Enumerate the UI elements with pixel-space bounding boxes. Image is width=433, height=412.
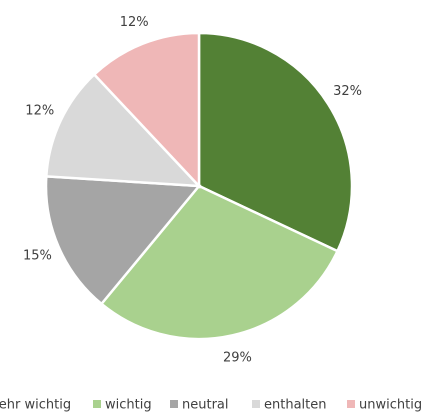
pie-slice: [92, 31, 201, 190]
legend-label: unwichtig: [359, 398, 422, 412]
legend-marker: [347, 400, 355, 408]
legend-marker: [93, 400, 101, 408]
data-label: 12%: [120, 15, 149, 30]
legend-marker: [170, 400, 178, 408]
legend-label: enthalten: [264, 398, 327, 412]
legend-label: neutral: [182, 398, 229, 412]
data-label: 29%: [223, 350, 252, 365]
pie-slice: [99, 184, 340, 341]
data-label: 15%: [23, 248, 52, 263]
legend-marker: [252, 400, 260, 408]
legend-label: wichtig: [105, 398, 152, 412]
data-label: 12%: [25, 104, 54, 119]
pie-slice: [197, 31, 354, 253]
legend-label: sehr wichtig: [0, 398, 71, 412]
data-label: 32%: [333, 84, 362, 99]
pie-slice: [44, 72, 203, 188]
pie-slice: [44, 175, 202, 306]
